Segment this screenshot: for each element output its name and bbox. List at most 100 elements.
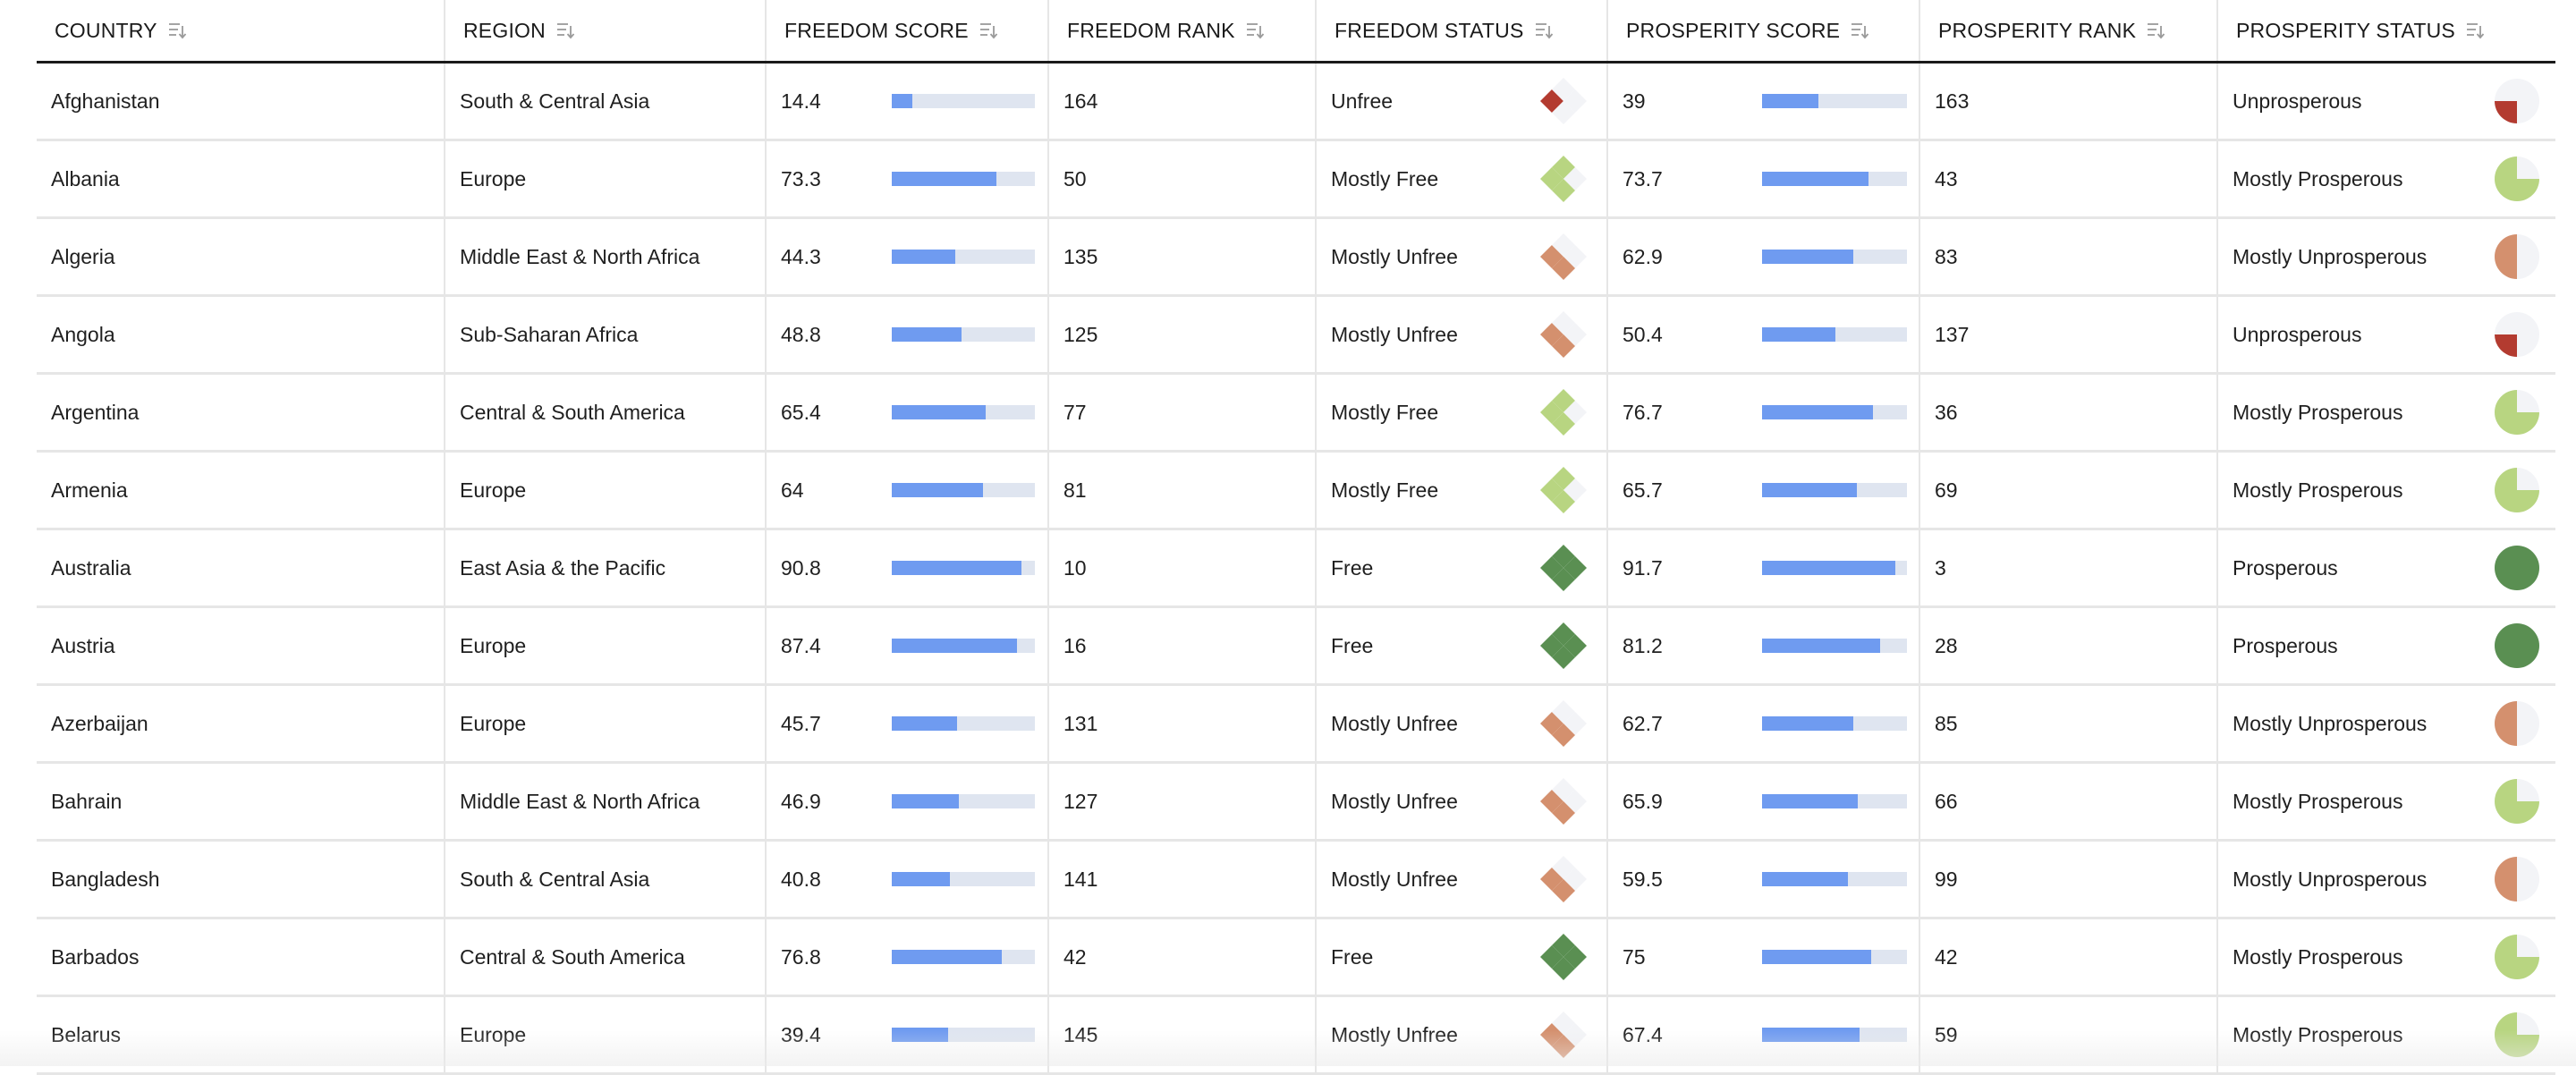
prosperity-score-bar: [1762, 327, 1907, 342]
prosperity-rank-value: 3: [1935, 555, 1946, 580]
prosperity-rank-cell: 43: [1920, 141, 2218, 216]
freedom-score-value: 46.9: [781, 789, 821, 813]
column-header-label: PROSPERITY RANK: [1938, 18, 2137, 42]
sort-icon[interactable]: [556, 21, 576, 39]
prosperity-status-pie-icon: [2495, 79, 2539, 123]
prosperity-score-cell: 65.9: [1608, 764, 1920, 839]
prosperity-status-label: Mostly Prosperous: [2233, 1022, 2403, 1046]
country-name: Afghanistan: [51, 89, 160, 113]
table-row[interactable]: Armenia Europe 64 81 Mostly Free 65.7 69 Mostly…: [37, 453, 2555, 530]
prosperity-status-label: Mostly Prosperous: [2233, 944, 2403, 969]
region-name: Europe: [460, 1022, 527, 1046]
table-row[interactable]: Australia East Asia & the Pacific 90.8 10 Fr…: [37, 530, 2555, 608]
column-header-freedom-rank[interactable]: FREEDOM RANK: [1049, 0, 1317, 61]
table-row[interactable]: Albania Europe 73.3 50 Mostly Free 73.7 43 Most…: [37, 141, 2555, 219]
freedom-score-bar-fill: [892, 172, 997, 186]
sort-icon[interactable]: [2147, 21, 2166, 39]
prosperity-rank-value: 83: [1935, 244, 1958, 268]
column-header-prosperity-status[interactable]: PROSPERITY STATUS: [2218, 0, 2555, 61]
prosperity-score-bar-fill: [1762, 172, 1869, 186]
region-name: Middle East & North Africa: [460, 789, 700, 813]
table-row[interactable]: Bahrain Middle East & North Africa 46.9 127…: [37, 764, 2555, 842]
freedom-score-value: 90.8: [781, 555, 821, 580]
region-cell: Europe: [445, 453, 767, 528]
prosperity-score-bar: [1762, 405, 1907, 419]
prosperity-status-pie-icon: [2495, 234, 2539, 279]
prosperity-rank-cell: 36: [1920, 375, 2218, 450]
freedom-status-diamond-icon: [1540, 233, 1587, 280]
table-row[interactable]: Belarus Europe 39.4 145 Mostly Unfree 67.4 59 M…: [37, 997, 2555, 1075]
prosperity-score-value: 73.7: [1623, 166, 1663, 190]
prosperity-score-bar-fill: [1762, 250, 1853, 264]
prosperity-score-cell: 62.7: [1608, 686, 1920, 761]
freedom-status-label: Mostly Unfree: [1331, 867, 1458, 891]
table-row[interactable]: Austria Europe 87.4 16 Free 81.2 28 Prosperous: [37, 608, 2555, 686]
table-row[interactable]: Afghanistan South & Central Asia 14.4 164 Un…: [37, 63, 2555, 141]
table-row[interactable]: Algeria Middle East & North Africa 44.3 135…: [37, 219, 2555, 297]
table-row[interactable]: Argentina Central & South America 65.4 77 Mo…: [37, 375, 2555, 453]
freedom-status-label: Unfree: [1331, 89, 1394, 113]
country-name: Bahrain: [51, 789, 123, 813]
prosperity-status-cell: Mostly Prosperous: [2218, 375, 2555, 450]
country-name: Azerbaijan: [51, 711, 148, 735]
prosperity-score-value: 81.2: [1623, 633, 1663, 657]
freedom-score-cell: 44.3: [767, 219, 1049, 294]
sort-icon[interactable]: [1851, 21, 1870, 39]
prosperity-status-label: Unprosperous: [2233, 89, 2362, 113]
country-name: Bangladesh: [51, 867, 160, 891]
prosperity-score-cell: 59.5: [1608, 842, 1920, 917]
table-row[interactable]: Azerbaijan Europe 45.7 131 Mostly Unfree 62.7…: [37, 686, 2555, 764]
prosperity-rank-value: 99: [1935, 867, 1958, 891]
column-header-label: FREEDOM SCORE: [784, 18, 969, 42]
sort-icon[interactable]: [1535, 21, 1555, 39]
freedom-score-bar-fill: [892, 250, 955, 264]
sort-icon[interactable]: [168, 21, 188, 39]
table-row[interactable]: Bangladesh South & Central Asia 40.8 141 Mos…: [37, 842, 2555, 919]
column-header-prosperity-score[interactable]: PROSPERITY SCORE: [1608, 0, 1920, 61]
freedom-rank-value: 125: [1063, 322, 1098, 346]
table-row[interactable]: Barbados Central & South America 76.8 42 Fre…: [37, 919, 2555, 997]
freedom-score-bar-fill: [892, 405, 986, 419]
prosperity-status-label: Mostly Prosperous: [2233, 400, 2403, 424]
sort-icon[interactable]: [979, 21, 999, 39]
column-header-region[interactable]: REGION: [445, 0, 767, 61]
freedom-status-diamond-icon: [1540, 934, 1587, 980]
column-header-freedom-score[interactable]: FREEDOM SCORE: [767, 0, 1049, 61]
region-cell: Europe: [445, 997, 767, 1072]
prosperity-status-pie-icon: [2495, 390, 2539, 435]
freedom-score-cell: 40.8: [767, 842, 1049, 917]
freedom-rank-value: 131: [1063, 711, 1098, 735]
region-name: Central & South America: [460, 400, 685, 424]
freedom-score-cell: 65.4: [767, 375, 1049, 450]
column-header-label: COUNTRY: [55, 18, 157, 42]
region-cell: Europe: [445, 608, 767, 683]
column-header-freedom-status[interactable]: FREEDOM STATUS: [1317, 0, 1608, 61]
prosperity-score-value: 75: [1623, 944, 1646, 969]
table-row[interactable]: Angola Sub-Saharan Africa 48.8 125 Mostly Un…: [37, 297, 2555, 375]
freedom-status-label: Free: [1331, 555, 1374, 580]
freedom-score-cell: 90.8: [767, 530, 1049, 605]
freedom-score-bar-fill: [892, 94, 913, 108]
prosperity-status-pie-icon: [2495, 623, 2539, 668]
sort-icon[interactable]: [2466, 21, 2486, 39]
freedom-score-value: 48.8: [781, 322, 821, 346]
freedom-score-value: 40.8: [781, 867, 821, 891]
prosperity-status-pie-icon: [2495, 157, 2539, 201]
prosperity-status-cell: Mostly Unprosperous: [2218, 686, 2555, 761]
prosperity-score-value: 62.9: [1623, 244, 1663, 268]
column-header-country[interactable]: COUNTRY: [37, 0, 445, 61]
freedom-rank-cell: 16: [1049, 608, 1317, 683]
prosperity-rank-cell: 69: [1920, 453, 2218, 528]
freedom-score-bar-fill: [892, 561, 1022, 575]
sort-icon[interactable]: [1246, 21, 1266, 39]
prosperity-score-bar-fill: [1762, 561, 1895, 575]
freedom-score-bar: [892, 561, 1035, 575]
prosperity-rank-cell: 85: [1920, 686, 2218, 761]
country-name: Australia: [51, 555, 131, 580]
column-header-prosperity-rank[interactable]: PROSPERITY RANK: [1920, 0, 2218, 61]
prosperity-score-bar-fill: [1762, 639, 1880, 653]
prosperity-rank-cell: 99: [1920, 842, 2218, 917]
prosperity-status-pie-icon: [2495, 468, 2539, 512]
prosperity-rank-value: 163: [1935, 89, 1970, 113]
region-cell: Europe: [445, 686, 767, 761]
